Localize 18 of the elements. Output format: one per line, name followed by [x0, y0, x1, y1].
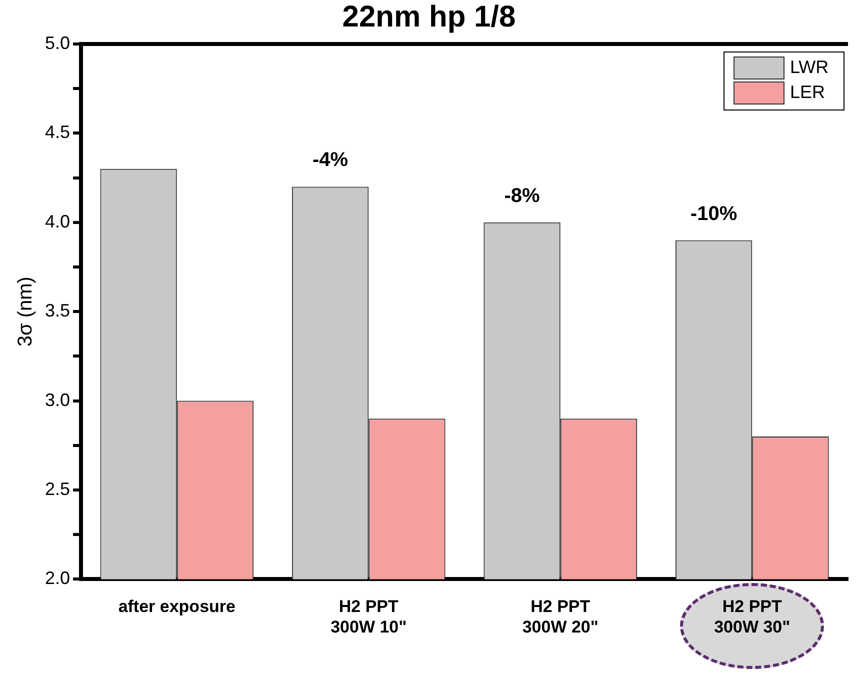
y-tick-label: 2.5: [44, 478, 70, 499]
y-tick-label: 4.5: [44, 122, 70, 142]
x-tick-label: H2 PPT 300W 20": [522, 597, 598, 636]
y-axis-title: 3σ (nm): [14, 276, 37, 347]
y-tick-label: 2.0: [44, 568, 70, 588]
x-tick-label: H2 PPT 300W 10": [330, 597, 407, 636]
annotation: -10%: [690, 202, 738, 225]
chart-title: 22nm hp 1/8: [342, 0, 516, 34]
y-tick-label: 5.0: [44, 32, 70, 53]
y-tick-label: 3.5: [44, 300, 70, 321]
x-tick-label: after exposure: [118, 597, 236, 616]
x-tick-label: H2 PPT 300W 30": [714, 597, 790, 636]
annotation: -8%: [504, 184, 540, 207]
annotation: -4%: [312, 149, 348, 172]
y-tick-label: 4.0: [44, 211, 70, 232]
y-tick-label: 3.0: [44, 390, 70, 410]
legend-label: LER: [790, 82, 826, 102]
legend-label: LWR: [790, 56, 829, 77]
